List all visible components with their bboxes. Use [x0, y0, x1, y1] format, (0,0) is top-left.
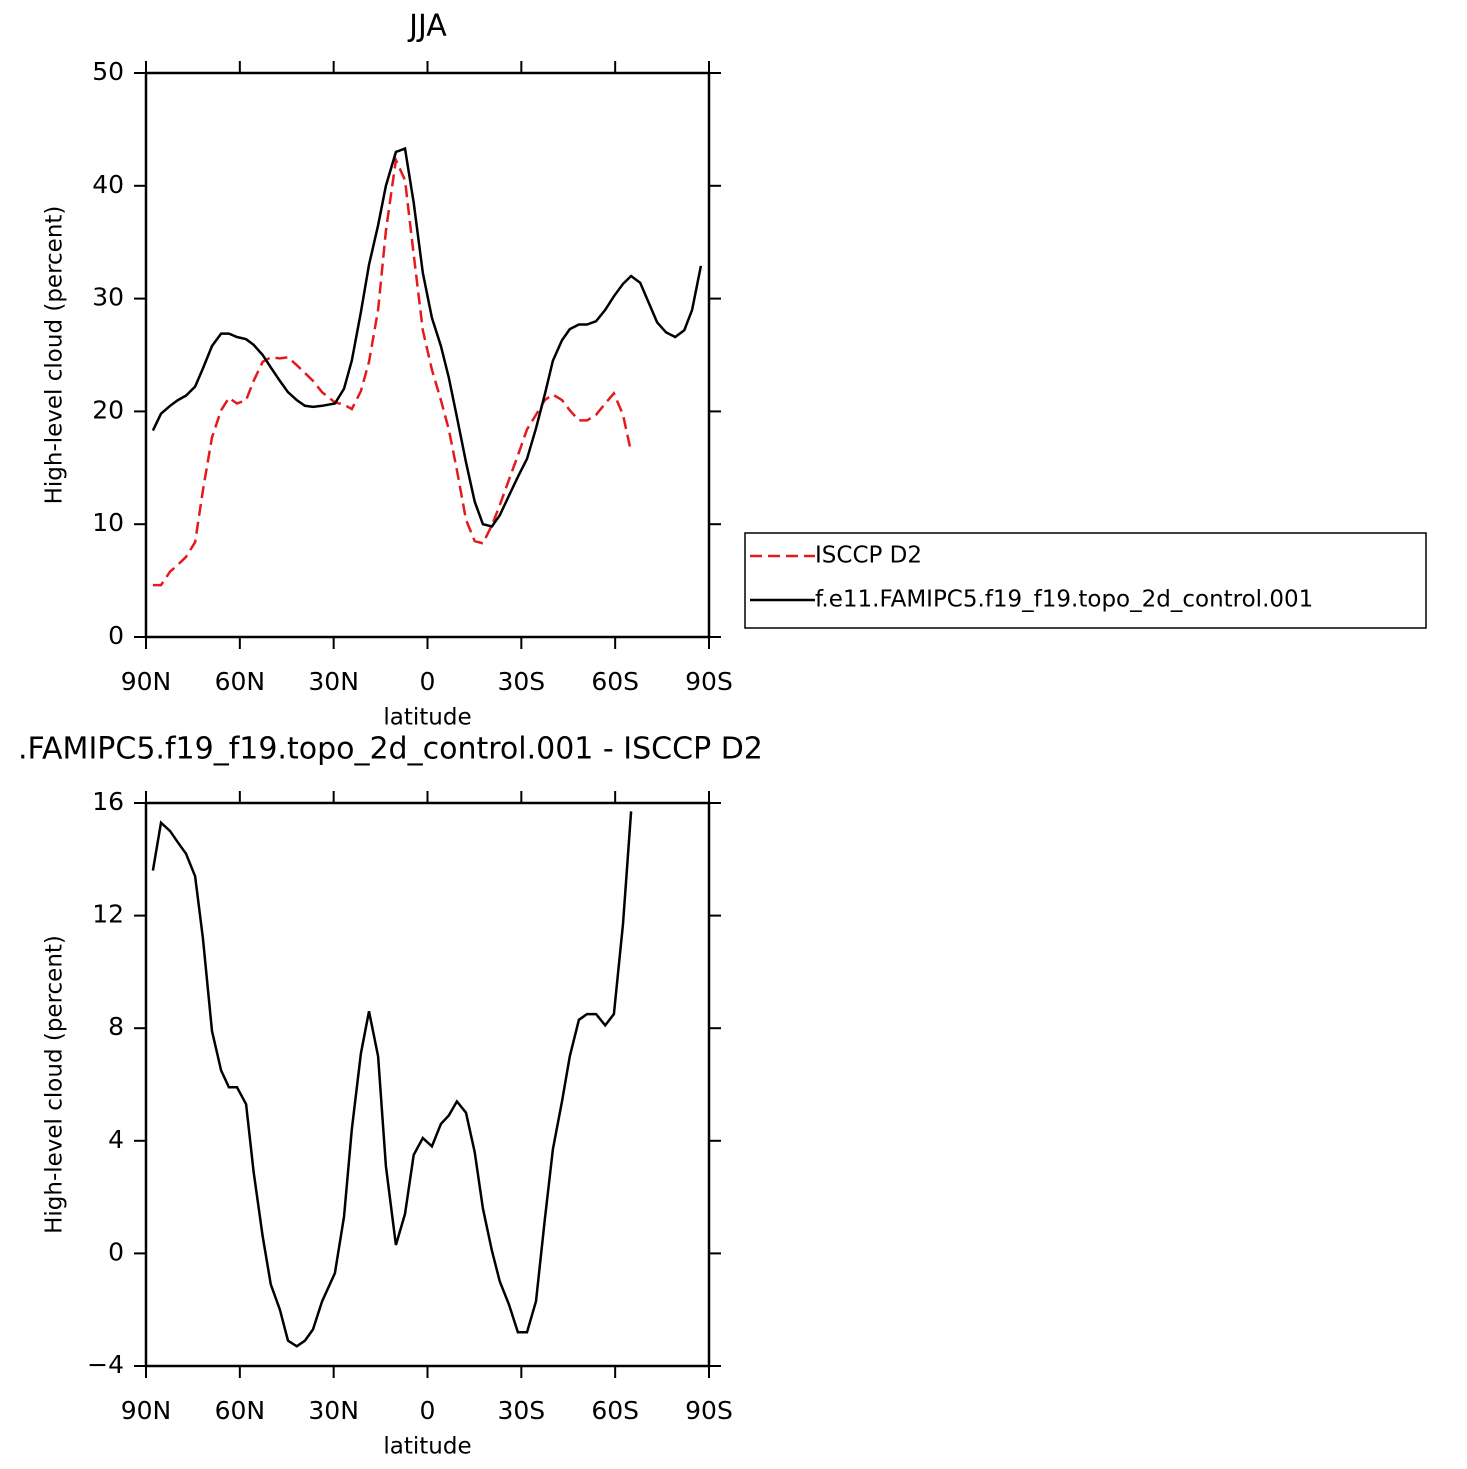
x-tick-label: 30S: [497, 1396, 545, 1425]
y-tick-label: 50: [92, 57, 124, 86]
y-tick-label: 40: [92, 170, 124, 199]
y-tick-label: 16: [92, 787, 124, 816]
legend-label: ISCCP D2: [815, 543, 922, 569]
data-line: [151, 811, 633, 1348]
y-tick-label: 10: [92, 508, 124, 537]
x-tick-label: 90S: [685, 1396, 733, 1425]
data-line: [151, 146, 703, 528]
legend-box: [744, 532, 1427, 629]
x-tick-label: 30S: [497, 667, 545, 696]
y-axis-label: High-level cloud (percent): [42, 206, 68, 505]
x-tick-label: 90S: [685, 667, 733, 696]
y-tick-label: 0: [108, 1237, 124, 1266]
x-axis-label: latitude: [383, 705, 471, 731]
x-tick-label: 60S: [591, 667, 639, 696]
x-tick-label: 90N: [121, 667, 172, 696]
y-tick-label: 12: [92, 900, 124, 929]
data-line: [152, 155, 633, 587]
x-tick-label: 90N: [121, 1396, 172, 1425]
legend-label: f.e11.FAMIPC5.f19_f19.topo_2d_control.00…: [815, 587, 1313, 613]
y-tick-label: 8: [108, 1012, 124, 1041]
y-tick-label: −4: [87, 1350, 124, 1379]
chart-title: .FAMIPC5.f19_f19.topo_2d_control.001 - I…: [18, 732, 763, 767]
x-tick-label: 30N: [308, 667, 359, 696]
x-tick-label: 60N: [215, 667, 266, 696]
y-tick-label: 30: [92, 283, 124, 312]
x-tick-label: 0: [420, 1396, 436, 1425]
y-tick-label: 20: [92, 395, 124, 424]
x-axis-label: latitude: [383, 1434, 471, 1460]
y-axis-label: High-level cloud (percent): [42, 935, 68, 1234]
y-tick-label: 4: [108, 1125, 124, 1154]
x-tick-label: 60S: [591, 1396, 639, 1425]
legend: ISCCP D2 f.e11.FAMIPC5.f19_f19.topo_2d_co…: [744, 532, 1427, 629]
x-tick-label: 0: [420, 667, 436, 696]
x-tick-label: 60N: [215, 1396, 266, 1425]
y-tick-label: 0: [108, 621, 124, 650]
x-tick-label: 30N: [308, 1396, 359, 1425]
chart-title: JJA: [407, 9, 447, 44]
